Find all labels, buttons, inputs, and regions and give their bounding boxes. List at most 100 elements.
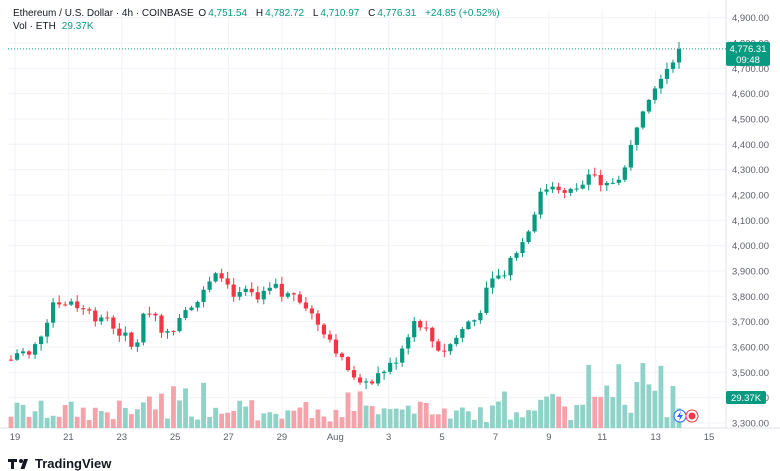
candle-body: [309, 308, 315, 314]
candle-body: [400, 348, 405, 363]
y-tick-label: 4,300.00: [732, 165, 769, 176]
candle-body: [490, 278, 495, 288]
x-tick-label: 19: [10, 432, 21, 443]
volume-bar: [622, 404, 628, 428]
y-tick-label: 3,500.00: [732, 368, 769, 379]
volume-bar: [333, 409, 339, 428]
candle-body: [556, 186, 561, 191]
candle-body: [105, 317, 110, 319]
candle-body: [412, 321, 417, 338]
candle-body: [207, 281, 212, 290]
volume-bar: [520, 417, 525, 428]
volume-bar: [598, 396, 604, 428]
candle-body: [406, 337, 411, 349]
candle-body: [604, 182, 609, 186]
volume-bar: [267, 412, 273, 428]
candle-body: [628, 144, 633, 168]
volume-bar: [231, 411, 237, 428]
candle-body: [279, 283, 284, 297]
y-tick-label: 4,000.00: [732, 241, 769, 252]
candle-body: [327, 334, 333, 340]
volume-bar: [62, 404, 68, 428]
candle-body: [99, 317, 104, 322]
volume-bar: [255, 420, 261, 428]
x-tick-label: 11: [597, 432, 607, 443]
candle-body: [394, 362, 399, 364]
y-tick-label: 3,300.00: [732, 418, 769, 429]
candle-body: [303, 302, 308, 309]
candle-body: [520, 242, 525, 254]
candle-body: [243, 288, 248, 293]
candle-body: [658, 78, 664, 89]
candle-body: [351, 370, 357, 378]
candle-body: [291, 293, 296, 295]
volume-bar: [628, 412, 634, 428]
volume-bar: [171, 386, 176, 428]
candle-body: [369, 381, 375, 384]
candle-body: [598, 174, 603, 186]
candle-body: [622, 167, 627, 180]
candle-body: [26, 351, 32, 355]
y-tick-label: 4,400.00: [732, 140, 769, 151]
volume-bar: [134, 409, 140, 428]
chart-header: Ethereum / U.S. Dollar · 4h · COINBASE O…: [13, 8, 506, 19]
volume-bar: [14, 402, 20, 428]
candle-body: [508, 257, 513, 276]
candle-body: [147, 313, 152, 315]
candle-body: [478, 312, 483, 321]
volume-bar: [140, 402, 146, 428]
volume-bar: [453, 410, 459, 428]
volume-bar: [315, 409, 321, 428]
x-tick-label: 7: [493, 432, 498, 443]
candle-body: [189, 307, 194, 311]
candle-body: [580, 184, 585, 189]
tradingview-logo[interactable]: TradingView: [8, 456, 111, 471]
close-value: 4,776.31: [377, 8, 417, 19]
volume-bar: [429, 414, 435, 428]
candle-body: [38, 336, 44, 345]
volume-bar: [375, 414, 381, 428]
volume-bar: [110, 419, 116, 428]
volume-bar: [640, 363, 646, 428]
candle-body: [111, 317, 116, 329]
candle-body: [153, 313, 158, 316]
volume-bar: [189, 416, 194, 428]
volume-bar: [153, 409, 158, 428]
candle-body: [616, 179, 621, 183]
x-tick-label: 23: [116, 432, 127, 443]
volume-bar: [484, 421, 489, 428]
volume-tag-value: 29.37K: [731, 393, 762, 404]
high-key: H: [255, 8, 264, 19]
volume-bar: [459, 407, 465, 428]
candle-body: [586, 174, 591, 185]
candle-body: [544, 189, 549, 192]
y-tick-label: 4,200.00: [732, 190, 769, 201]
volume-bar: [177, 400, 182, 428]
volume-bar: [435, 414, 441, 428]
candle-body: [141, 313, 146, 343]
volume-bar: [159, 393, 164, 428]
candle-body: [123, 332, 128, 336]
candle-body: [526, 231, 531, 243]
candle-body: [69, 301, 74, 305]
volume-bar: [44, 417, 50, 428]
candle-body: [57, 302, 62, 305]
volume-bar: [74, 416, 80, 428]
open-value: 4,751.54: [208, 8, 248, 19]
candle-body: [448, 344, 453, 352]
volume-bar: [411, 413, 417, 428]
candle-body: [45, 322, 50, 337]
candle-body: [357, 377, 363, 383]
y-tick-label: 4,500.00: [732, 114, 769, 125]
x-tick-label: 27: [223, 432, 234, 443]
candle-body: [195, 301, 200, 308]
volume-bar: [339, 417, 345, 428]
candle-body: [670, 62, 676, 69]
candle-body: [664, 68, 670, 79]
volume-tag-bg: [726, 391, 766, 404]
volume-bar: [490, 405, 495, 428]
candle-body: [285, 293, 290, 297]
candle-body: [20, 351, 26, 354]
